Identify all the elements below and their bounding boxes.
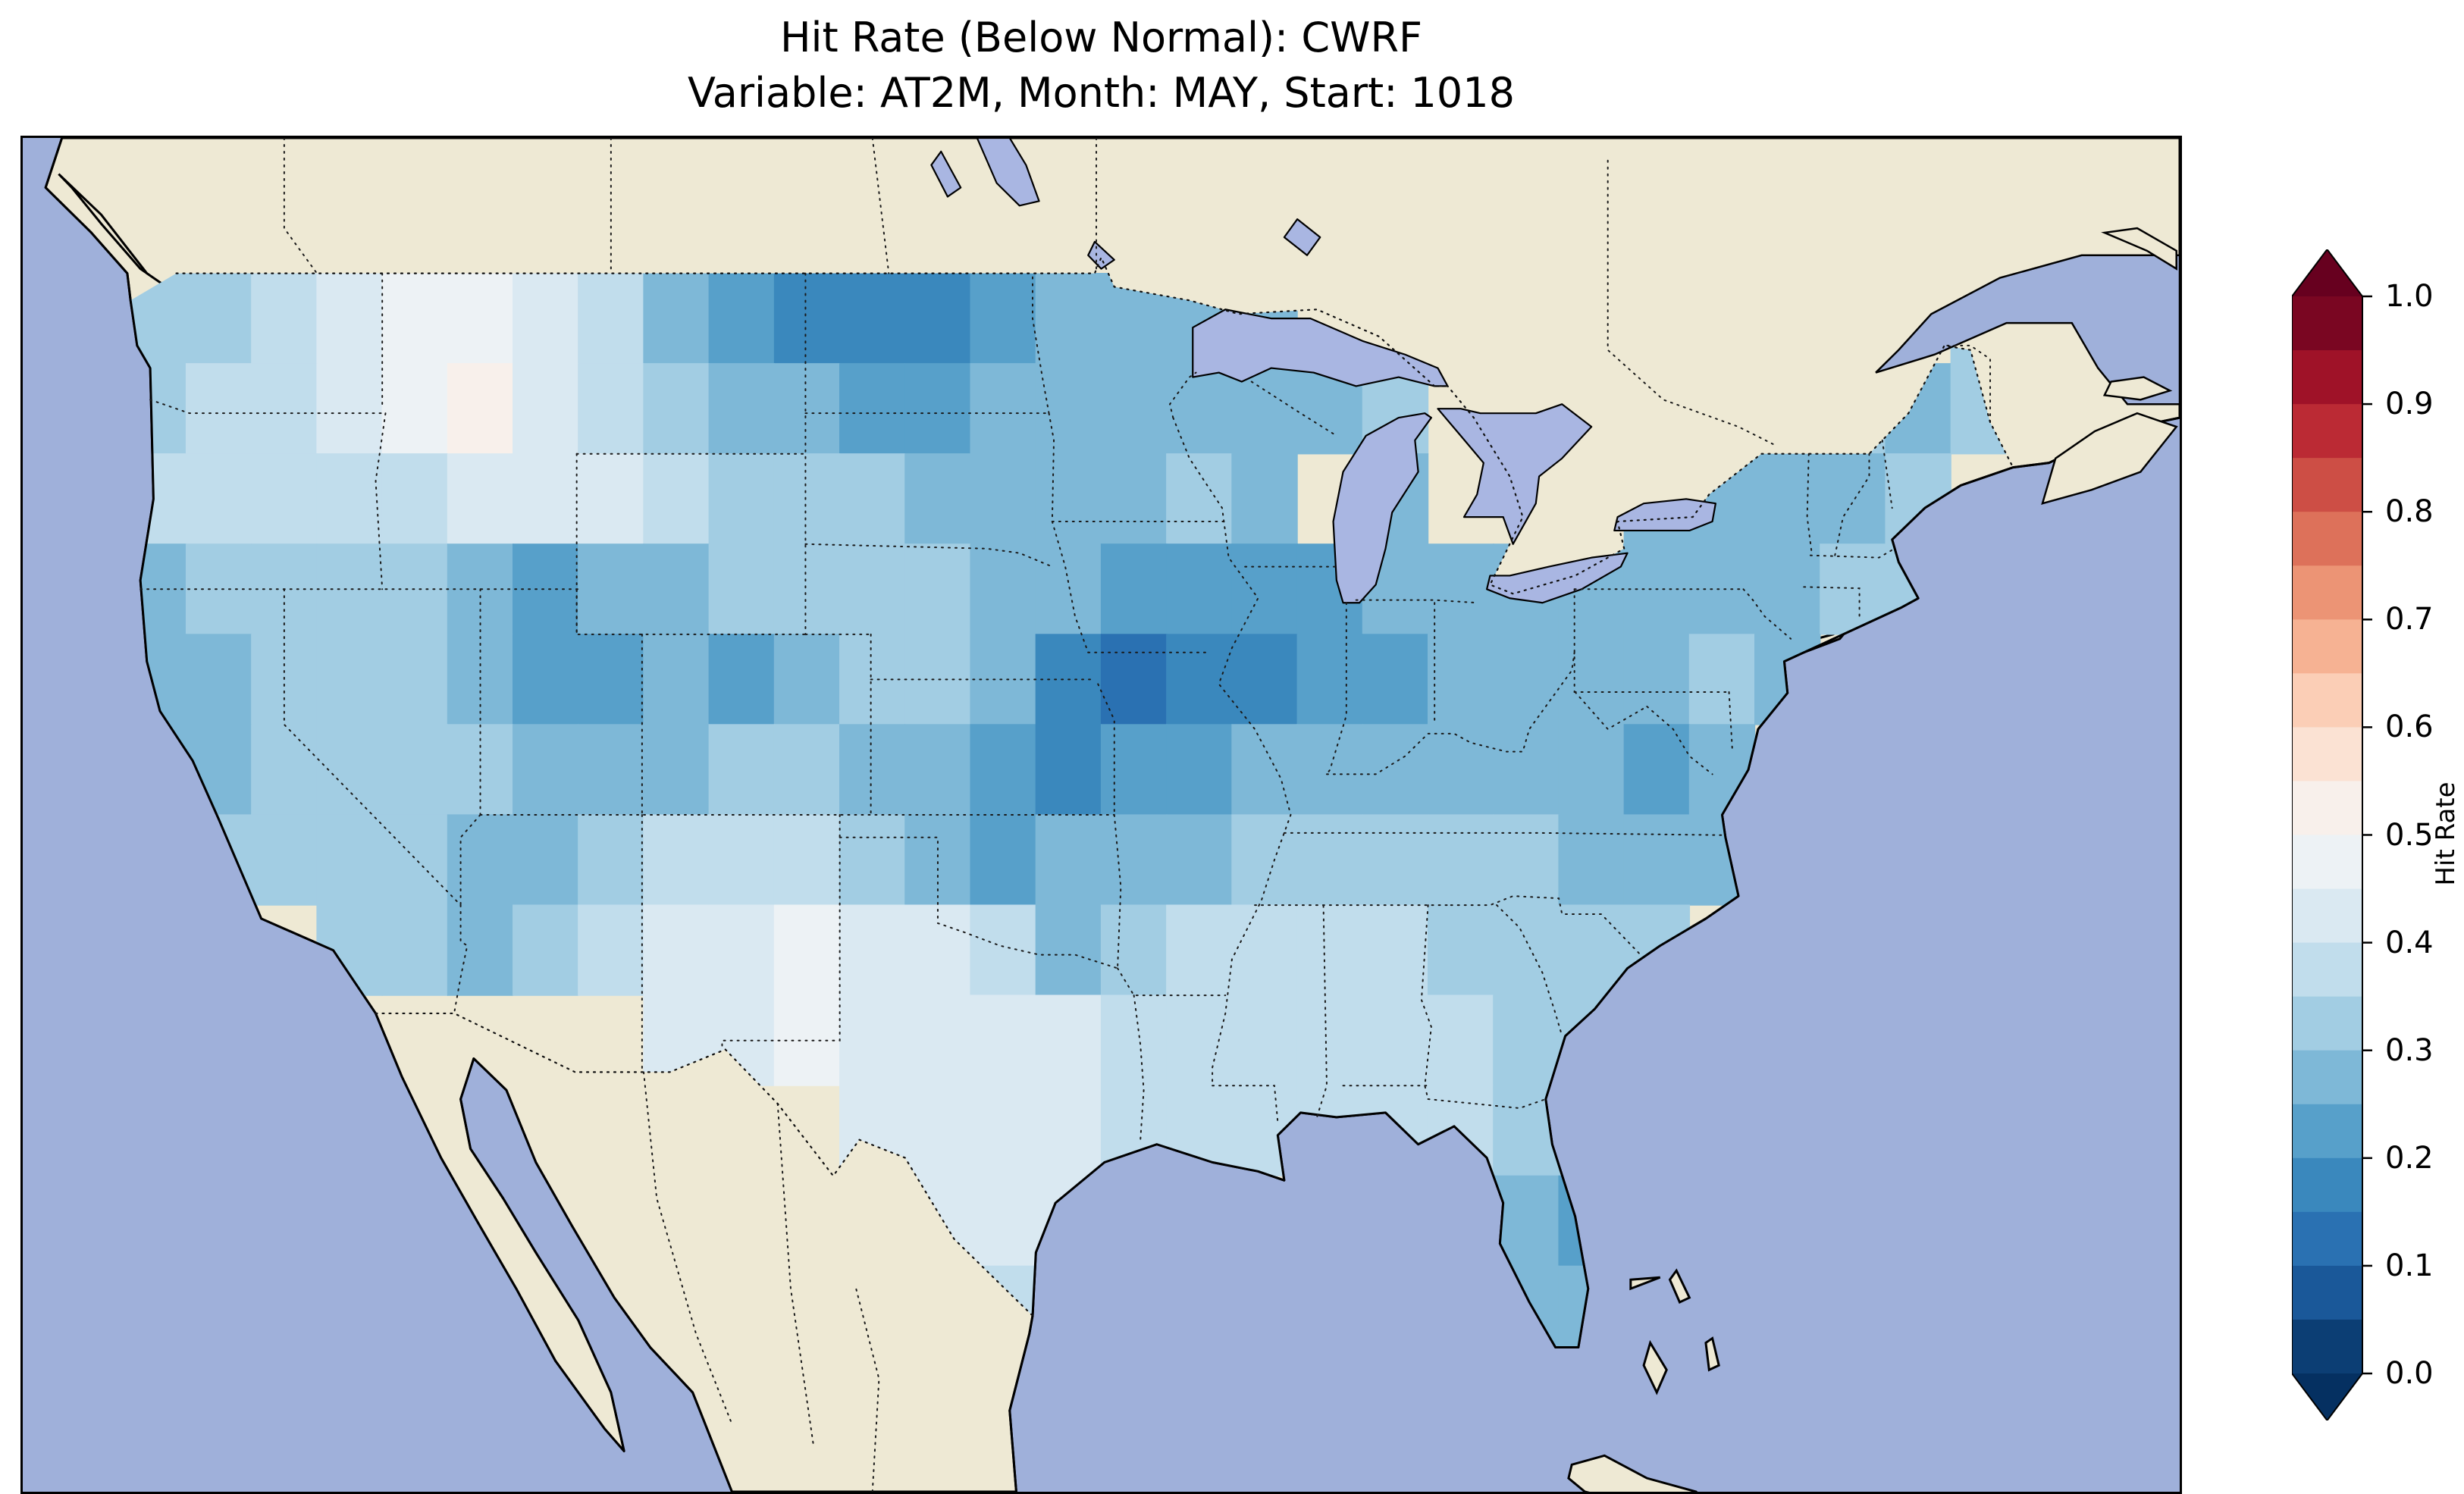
colorbar-tick-label: 0.9 xyxy=(2385,387,2434,422)
colorbar-tick-label: 0.4 xyxy=(2385,925,2434,960)
colorbar-tick-label: 0.3 xyxy=(2385,1032,2434,1068)
lake xyxy=(930,150,962,198)
colorbar-tick-label: 0.1 xyxy=(2385,1248,2434,1283)
gulf-st-lawrence xyxy=(1875,254,2180,406)
lake xyxy=(1283,218,1321,256)
lake xyxy=(1087,240,1115,270)
island xyxy=(2041,412,2178,505)
island xyxy=(2102,376,2173,401)
country-borders xyxy=(175,255,2014,1317)
colorbar-tick-label: 0.8 xyxy=(2385,494,2434,530)
colorbar-label: Hit Rate xyxy=(2431,781,2461,886)
map-canvas xyxy=(23,138,2180,1492)
lake xyxy=(1486,552,1629,604)
title-line-2: Variable: AT2M, Month: MAY, Start: 1018 xyxy=(688,68,1515,117)
colorbar-tick-label: 0.6 xyxy=(2385,709,2434,745)
lake xyxy=(1613,498,1716,532)
figure-title: Hit Rate (Below Normal): CWRF Variable: … xyxy=(20,11,2182,121)
island xyxy=(1567,1454,1698,1492)
island xyxy=(1642,1339,1668,1395)
lake xyxy=(1332,412,1432,604)
island xyxy=(1668,1268,1691,1304)
coastline xyxy=(44,138,2180,1492)
state-borders xyxy=(140,138,1992,1492)
island xyxy=(1704,1336,1720,1372)
colorbar-tick-label: 0.5 xyxy=(2385,817,2434,853)
colorbar-extend-low xyxy=(2292,1373,2362,1420)
colorbar-extend-high xyxy=(2292,249,2362,296)
island xyxy=(1629,1276,1661,1291)
colorbar-tick-label: 0.7 xyxy=(2385,602,2434,637)
colorbar-canvas xyxy=(2292,249,2372,1420)
island xyxy=(2101,227,2177,271)
island xyxy=(58,173,174,293)
colorbar-tick-label: 0.2 xyxy=(2385,1140,2434,1176)
colorbar-tick-label: 0.0 xyxy=(2385,1356,2434,1391)
map-frame xyxy=(20,136,2182,1494)
colorbar-tick-label: 1.0 xyxy=(2385,279,2434,314)
title-line-1: Hit Rate (Below Normal): CWRF xyxy=(779,14,1423,61)
lake xyxy=(976,138,1040,207)
lake xyxy=(1437,403,1593,545)
